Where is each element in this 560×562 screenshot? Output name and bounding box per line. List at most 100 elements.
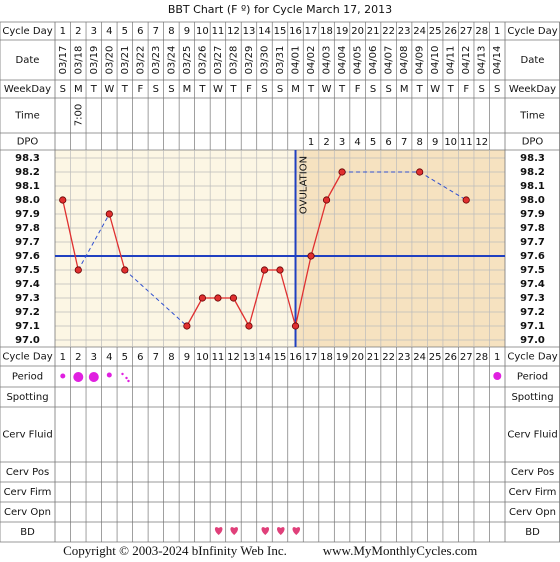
date: 04/05 (353, 46, 364, 75)
row-label-right: Time (519, 111, 544, 122)
date: 03/17 (58, 46, 69, 75)
cycle-day: 27 (460, 26, 473, 37)
date: 03/19 (89, 46, 100, 75)
row-label-right: WeekDay (509, 84, 556, 95)
weekday: M (400, 84, 409, 95)
date: 04/12 (461, 46, 472, 75)
temp-line (279, 269, 297, 327)
copyright: Copyright © 2003-2024 bInfinity Web Inc. (63, 543, 287, 558)
y-tick-label: 97.5 (15, 265, 40, 276)
y-tick-label-right: 98.2 (520, 167, 545, 178)
cycle-day: 17 (305, 352, 318, 363)
row-label: BD (20, 527, 35, 538)
temp-point (121, 266, 129, 274)
time: 7:00 (73, 104, 84, 126)
weekday: F (137, 84, 143, 95)
cycle-day: 1 (60, 26, 66, 37)
row-label-right: Cerv Firm (509, 487, 557, 498)
y-tick-label-right: 97.9 (520, 209, 545, 220)
cycle-day: 8 (168, 26, 174, 37)
date: 04/14 (492, 46, 503, 75)
temp-point (338, 168, 346, 176)
weekday: T (121, 84, 129, 95)
y-tick-label-right: 98.0 (520, 195, 545, 206)
date: 03/28 (228, 46, 239, 75)
date: 04/08 (399, 46, 410, 75)
dpo: 5 (370, 137, 376, 148)
weekday: F (463, 84, 469, 95)
dpo: 6 (385, 137, 391, 148)
row-label: Date (16, 55, 40, 66)
temp-line (186, 297, 203, 327)
cycle-day: 14 (258, 352, 271, 363)
period-heavy (493, 372, 502, 380)
cycle-day: 16 (289, 26, 302, 37)
date: 04/09 (415, 46, 426, 75)
y-tick-label-right: 97.3 (520, 293, 545, 304)
dpo: 1 (308, 137, 314, 148)
period-heavy (88, 372, 99, 382)
cycle-day: 20 (351, 26, 364, 37)
row-label: Period (12, 372, 43, 383)
date: 03/23 (151, 46, 162, 75)
cycle-day: 28 (475, 352, 488, 363)
cycle-day: 21 (367, 26, 380, 37)
weekday: S (385, 84, 391, 95)
cycle-day: 7 (153, 26, 159, 37)
date: 04/07 (384, 46, 395, 75)
dpo: 9 (432, 137, 438, 148)
cycle-day: 24 (413, 26, 426, 37)
y-tick-label-right: 97.0 (520, 335, 545, 346)
weekday: T (307, 84, 315, 95)
cycle-day: 4 (106, 26, 112, 37)
date: 03/24 (166, 46, 177, 75)
temp-line (294, 255, 312, 327)
cycle-day: 6 (137, 26, 143, 37)
weekday: T (198, 84, 206, 95)
temp-gap-line (419, 171, 467, 201)
date: 04/06 (368, 46, 379, 75)
temp-line (310, 199, 328, 257)
date: 04/01 (291, 46, 302, 75)
weekday: S (479, 84, 485, 95)
temp-line (325, 171, 343, 201)
weekday: W (430, 84, 440, 95)
cycle-day: 23 (398, 26, 411, 37)
temp-line (232, 297, 250, 327)
date: 03/26 (197, 46, 208, 75)
temp-point (245, 322, 253, 330)
dpo: 11 (460, 137, 473, 148)
row-label: Cerv Pos (6, 467, 49, 478)
weekday: W (213, 84, 223, 95)
weekday: W (104, 84, 114, 95)
cycle-day: 11 (212, 26, 225, 37)
y-tick-label-right: 97.2 (520, 307, 545, 318)
temp-point (276, 266, 284, 274)
temp-point (59, 196, 67, 204)
dpo: 4 (354, 137, 360, 148)
temp-point (105, 210, 113, 218)
cycle-day: 9 (184, 352, 190, 363)
y-tick-label: 98.3 (15, 153, 40, 164)
y-tick-label: 97.8 (15, 223, 40, 234)
row-label-right: Period (517, 372, 548, 383)
cycle-day: 25 (429, 26, 442, 37)
row-label: Cycle Day (2, 352, 52, 363)
cycle-day: 6 (137, 352, 143, 363)
y-tick-label-right: 97.1 (520, 321, 545, 332)
date: 03/31 (275, 46, 286, 75)
period-icons (60, 372, 502, 383)
date: 03/18 (73, 46, 84, 75)
y-tick-label: 98.1 (15, 181, 40, 192)
y-tick-label: 97.4 (15, 279, 40, 290)
weekday: S (277, 84, 283, 95)
date: 03/27 (213, 46, 224, 75)
temp-point (198, 294, 207, 302)
cycle-day: 14 (258, 26, 271, 37)
cycle-day: 23 (398, 352, 411, 363)
date: 03/22 (135, 46, 146, 75)
y-tick-label-right: 98.1 (520, 181, 545, 192)
cycle-day: 22 (382, 352, 395, 363)
weekday: T (416, 84, 424, 95)
